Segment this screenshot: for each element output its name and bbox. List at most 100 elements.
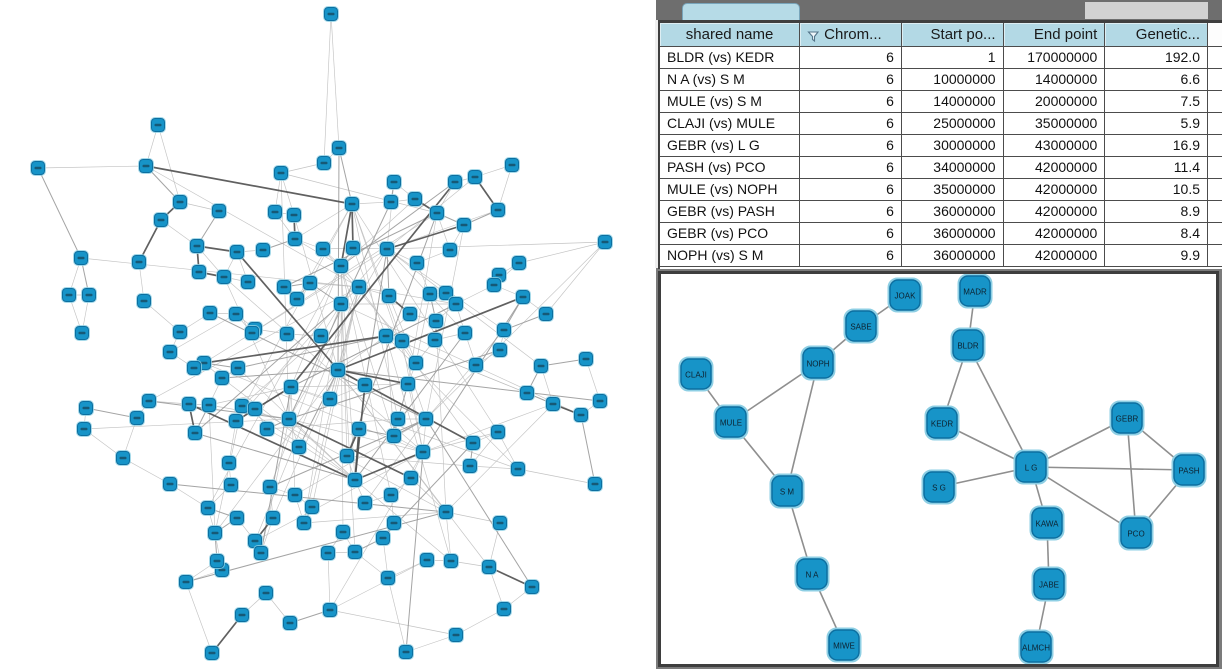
network-node-madr[interactable]: MADR (957, 274, 993, 309)
network-node[interactable] (304, 499, 320, 515)
column-header-shared_name[interactable]: shared name (660, 23, 801, 47)
network-node[interactable] (573, 407, 589, 423)
network-node[interactable] (419, 552, 435, 568)
network-node[interactable] (276, 279, 292, 295)
network-node[interactable] (418, 411, 434, 427)
network-node[interactable] (333, 296, 349, 312)
network-node[interactable] (30, 160, 46, 176)
network-node[interactable] (267, 204, 283, 220)
network-node[interactable] (587, 476, 603, 492)
network-node[interactable] (323, 6, 339, 22)
network-node[interactable] (136, 293, 152, 309)
network-node[interactable] (524, 579, 540, 595)
network-node[interactable] (221, 455, 237, 471)
network-node[interactable] (442, 242, 458, 258)
network-node[interactable] (172, 324, 188, 340)
network-node[interactable] (244, 325, 260, 341)
network-node[interactable] (287, 231, 303, 247)
network-node[interactable] (129, 410, 145, 426)
network-node[interactable] (281, 411, 297, 427)
network-node[interactable] (496, 322, 512, 338)
table-row[interactable]: MULE (vs) S M 6 14000000 20000000 7.5 (660, 91, 1222, 113)
network-node[interactable] (207, 525, 223, 541)
network-node[interactable] (448, 296, 464, 312)
network-node[interactable] (468, 357, 484, 373)
network-node-mule[interactable]: MULE (713, 404, 749, 440)
network-node[interactable] (214, 370, 230, 386)
network-node[interactable] (258, 585, 274, 601)
filter-icon[interactable] (807, 28, 820, 43)
network-node[interactable] (189, 238, 205, 254)
network-node[interactable] (211, 203, 227, 219)
network-node[interactable] (510, 461, 526, 477)
network-node[interactable] (447, 174, 463, 190)
network-node[interactable] (331, 140, 347, 156)
network-node[interactable] (162, 476, 178, 492)
column-header-end_point[interactable]: End point (1003, 23, 1106, 47)
network-node[interactable] (289, 291, 305, 307)
network-node[interactable] (230, 360, 246, 376)
network-node[interactable] (291, 439, 307, 455)
network-node[interactable] (138, 158, 154, 174)
network-node[interactable] (78, 400, 94, 416)
network-node[interactable] (578, 351, 594, 367)
network-node[interactable] (131, 254, 147, 270)
network-node[interactable] (443, 553, 459, 569)
network-node[interactable] (490, 202, 506, 218)
network-node[interactable] (229, 244, 245, 260)
network-node[interactable] (322, 391, 338, 407)
large-network-canvas[interactable] (0, 0, 656, 669)
network-node[interactable] (422, 286, 438, 302)
network-node[interactable] (223, 477, 239, 493)
network-node[interactable] (403, 470, 419, 486)
network-node[interactable] (490, 424, 506, 440)
network-node-s-m[interactable]: S M (769, 473, 805, 509)
column-header-genetic[interactable]: Genetic... (1105, 23, 1208, 47)
network-node[interactable] (386, 428, 402, 444)
network-node[interactable] (438, 285, 454, 301)
network-node[interactable] (240, 274, 256, 290)
network-node[interactable] (287, 487, 303, 503)
table-row[interactable]: NOPH (vs) S M 6 36000000 42000000 9.9 (660, 245, 1222, 267)
network-node[interactable] (141, 393, 157, 409)
network-node[interactable] (273, 165, 289, 181)
network-node[interactable] (228, 413, 244, 429)
network-node[interactable] (191, 264, 207, 280)
network-node[interactable] (74, 325, 90, 341)
network-node[interactable] (150, 117, 166, 133)
table-row[interactable]: GEBR (vs) PCO 6 36000000 42000000 8.4 (660, 223, 1222, 245)
network-node[interactable] (400, 376, 416, 392)
network-node[interactable] (386, 515, 402, 531)
network-node[interactable] (339, 448, 355, 464)
network-node[interactable] (253, 545, 269, 561)
network-node[interactable] (282, 615, 298, 631)
network-node[interactable] (402, 306, 418, 322)
network-node[interactable] (181, 396, 197, 412)
network-node[interactable] (316, 155, 332, 171)
network-node[interactable] (315, 241, 331, 257)
scrollbar-fragment[interactable] (1085, 2, 1208, 19)
network-node[interactable] (467, 169, 483, 185)
network-node[interactable] (283, 379, 299, 395)
network-node[interactable] (178, 574, 194, 590)
network-node[interactable] (229, 510, 245, 526)
network-node[interactable] (61, 287, 77, 303)
network-node[interactable] (247, 401, 263, 417)
network-node[interactable] (383, 194, 399, 210)
table-row[interactable]: BLDR (vs) KEDR 6 1 170000000 192.0 (660, 47, 1222, 69)
network-node-almch[interactable]: ALMCH (1018, 629, 1054, 664)
network-node[interactable] (486, 277, 502, 293)
network-node[interactable] (200, 500, 216, 516)
network-node[interactable] (492, 515, 508, 531)
network-node[interactable] (383, 487, 399, 503)
network-node[interactable] (407, 191, 423, 207)
network-node[interactable] (265, 510, 281, 526)
network-node[interactable] (186, 360, 202, 376)
network-node-pco[interactable]: PCO (1118, 515, 1154, 551)
column-header-start_position[interactable]: Start po... (901, 23, 1004, 47)
network-node[interactable] (351, 279, 367, 295)
table-row[interactable]: N A (vs) S M 6 10000000 14000000 6.6 (660, 69, 1222, 91)
network-node[interactable] (345, 240, 361, 256)
network-node[interactable] (462, 458, 478, 474)
network-node-joak[interactable]: JOAK (887, 277, 923, 313)
